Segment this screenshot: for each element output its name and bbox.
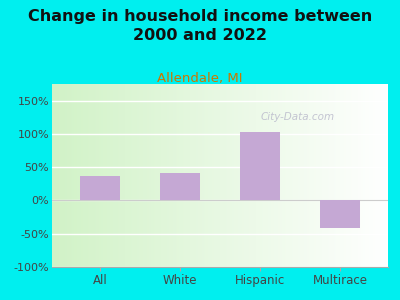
Bar	[320, 200, 360, 228]
Bar	[240, 132, 280, 200]
Bar	[80, 176, 120, 200]
Text: Change in household income between
2000 and 2022: Change in household income between 2000 …	[28, 9, 372, 43]
Bar	[160, 172, 200, 200]
Text: Allendale, MI: Allendale, MI	[157, 72, 243, 85]
Text: City-Data.com: City-Data.com	[260, 112, 334, 122]
